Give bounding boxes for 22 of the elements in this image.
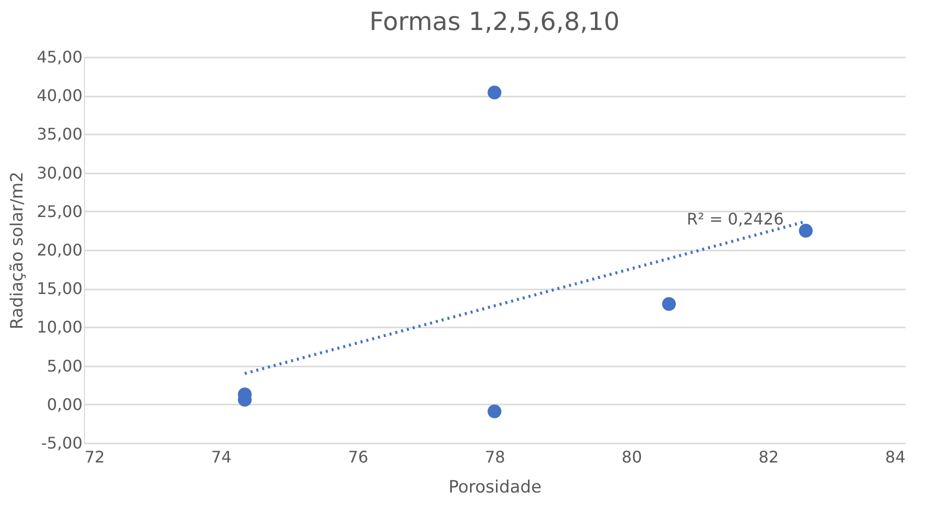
y-tick-label: 40,00 [36, 86, 82, 106]
y-tick-label: 5,00 [46, 356, 82, 376]
y-tick-label: 25,00 [36, 202, 82, 221]
x-tick-label: 76 [348, 448, 368, 466]
y-tick-label: 0,00 [46, 394, 82, 414]
y-tick-label: 35,00 [36, 124, 82, 144]
y-tick-label: 30,00 [36, 163, 82, 182]
x-axis-title: Porosidade [448, 478, 542, 498]
chart-title: Formas 1,2,5,6,8,10 [369, 7, 620, 36]
y-tick-label: 15,00 [36, 279, 82, 298]
y-tick-label: -5,00 [41, 434, 82, 452]
x-tick-label: 78 [484, 448, 506, 466]
annotation: R² = 0,2426 [686, 209, 784, 228]
x-tick-label: 84 [885, 448, 906, 466]
x-tick-label: 72 [84, 448, 105, 466]
y-tick-label: 45,00 [36, 48, 82, 66]
x-tick-label: 82 [758, 448, 779, 466]
x-tick-label: 80 [622, 448, 642, 466]
y-tick-label: 20,00 [36, 240, 82, 260]
y-tick-label: 10,00 [36, 318, 82, 337]
y-axis-title: Radiação solar/m2 [8, 172, 28, 330]
x-tick-label: 74 [211, 448, 232, 466]
